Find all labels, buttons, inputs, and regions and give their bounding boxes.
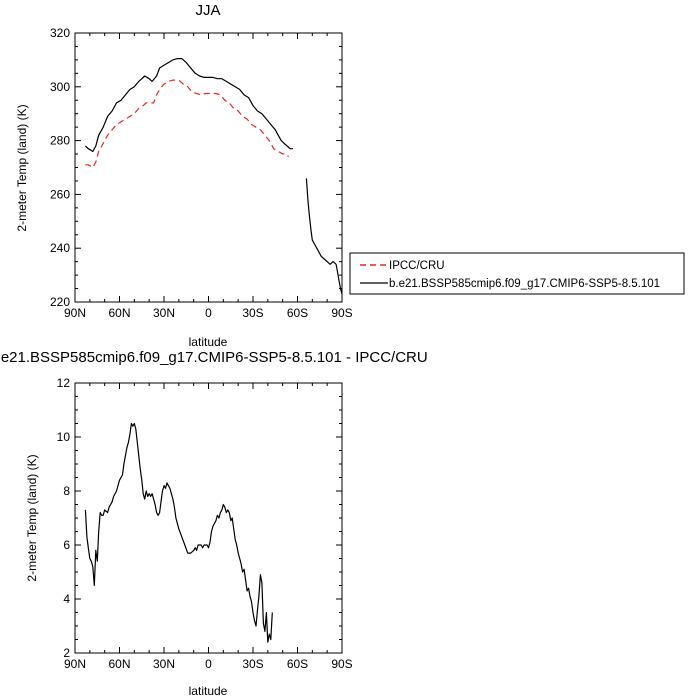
bottom-ticks: 90N 60N 30N 0 30S 60S 90S 2 4 6 8 10 12 [57,376,353,671]
top-x-tick-label: 60N [108,306,130,320]
top-series-layer [84,58,343,295]
top-y-tick-label: 300 [50,80,70,94]
legend-label-ipcc-cru: IPCC/CRU [389,260,445,272]
bottom-y-tick-label: 6 [63,538,70,552]
top-chart: JJA latitude 2-meter Temp (land) (K) 90N… [15,2,353,349]
legend: IPCC/CRU b.e21.BSSP585cmip6.f09_g17.CMIP… [349,252,685,295]
bottom-x-tick-label: 0 [205,657,212,671]
bottom-y-tick-label: 10 [57,430,71,444]
top-x-tick-label: 0 [205,306,212,320]
bottom-y-axis-label: 2-meter Temp (land) (K) [25,454,39,581]
bottom-series-layer [84,422,273,643]
top-series-line-1 [84,58,293,152]
top-series-line-0 [85,79,290,169]
top-plot-frame [74,32,343,303]
bottom-y-tick-label: 4 [63,592,70,606]
top-y-tick-label: 240 [50,241,70,255]
top-x-tick-label: 90N [64,306,86,320]
bottom-chart-title: b.e21.BSSP585cmip6.f09_g17.CMIP6-SSP5-8.… [0,349,428,366]
bottom-y-tick-label: 12 [57,376,71,390]
bottom-x-tick-label: 90N [64,657,86,671]
top-series-line-1 [305,178,343,295]
top-x-tick-label: 60S [287,306,308,320]
top-y-tick-label: 220 [50,295,70,309]
top-y-axis-label: 2-meter Temp (land) (K) [15,104,29,231]
top-x-tick-label: 30S [242,306,263,320]
top-x-tick-label: 30N [153,306,175,320]
bottom-x-axis-label: latitude [189,684,228,698]
top-chart-title: JJA [195,2,220,19]
bottom-y-tick-label: 2 [63,646,70,660]
top-x-axis-label: latitude [189,335,228,349]
bottom-plot-frame [74,382,343,654]
bottom-x-tick-label: 30S [242,657,263,671]
top-x-tick-label: 90S [331,306,352,320]
top-y-tick-label: 280 [50,134,70,148]
bottom-x-tick-label: 60S [287,657,308,671]
top-y-tick-label: 260 [50,187,70,201]
bottom-chart: b.e21.BSSP585cmip6.f09_g17.CMIP6-SSP5-8.… [0,349,428,698]
legend-label-model: b.e21.BSSP585cmip6.f09_g17.CMIP6-SSP5-8.… [389,278,660,290]
bottom-x-tick-label: 90S [331,657,352,671]
bottom-x-tick-label: 30N [153,657,175,671]
bottom-x-tick-label: 60N [108,657,130,671]
top-y-tick-label: 320 [50,26,70,40]
top-ticks: 90N 60N 30N 0 30S 60S 90S 220 240 260 280 300 320 [50,26,353,320]
legend-box [349,252,685,295]
bottom-series-line-0 [84,422,273,643]
bottom-y-tick-label: 8 [63,484,70,498]
